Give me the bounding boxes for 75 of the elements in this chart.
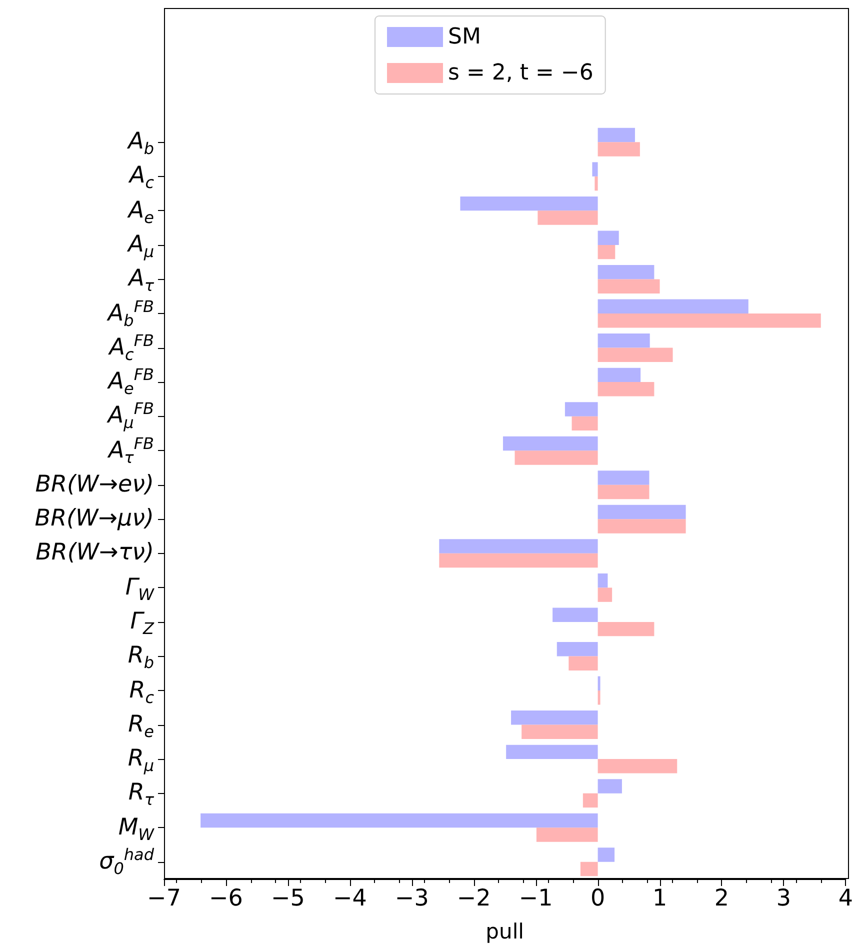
x-tick-label: −5	[270, 886, 305, 912]
y-tick-label: A$_{e}$	[128, 197, 154, 227]
bar	[580, 862, 598, 876]
bar	[522, 724, 598, 739]
y-tick-label: Γ$_{W}$	[125, 574, 154, 604]
bar	[598, 484, 650, 500]
bar	[582, 793, 598, 808]
bar	[598, 504, 686, 520]
bar	[568, 656, 598, 670]
bar	[564, 402, 598, 416]
x-tick-label: −7	[147, 886, 181, 912]
bar	[598, 128, 635, 142]
bar	[598, 588, 612, 602]
x-tick-label: 4	[838, 886, 854, 912]
x-tick-label: −1	[518, 886, 553, 912]
bar	[598, 142, 640, 156]
x-tick-label: −2	[456, 886, 491, 912]
bar	[598, 368, 641, 382]
y-tick-label: Γ$_{Z}$	[130, 608, 154, 638]
bar	[598, 314, 821, 328]
x-tick-label: 1	[652, 886, 668, 912]
bar	[511, 710, 598, 725]
legend-label: s = 2, t = −6	[448, 60, 594, 86]
bar	[502, 436, 598, 451]
bar	[598, 759, 678, 774]
x-tick-label: −6	[209, 886, 243, 912]
bar	[572, 416, 598, 431]
x-tick-label: −3	[394, 886, 429, 912]
bar	[592, 162, 598, 176]
bar	[439, 553, 598, 568]
bar	[598, 690, 600, 705]
x-tick-label: −4	[332, 886, 367, 912]
bar	[200, 813, 598, 828]
bar	[598, 848, 615, 862]
y-tick-label: R$_{c}$	[129, 677, 154, 707]
y-tick-label: A$_{τ}$	[128, 266, 154, 296]
bar	[598, 348, 673, 362]
bar	[598, 265, 654, 280]
y-tick-label: A$_{c}$	[129, 162, 154, 192]
bar	[439, 539, 598, 554]
y-tick-label: R$_{b}$	[128, 642, 154, 672]
bar	[598, 519, 686, 534]
y-tick-label: BR(W→μν)	[34, 506, 154, 532]
x-tick-label: 0	[590, 886, 606, 912]
y-tick-label: BR(W→eν)	[35, 471, 154, 498]
bar	[598, 573, 608, 588]
bar	[460, 196, 598, 211]
y-tick-label: R$_{τ}$	[128, 780, 154, 810]
bar	[598, 382, 654, 396]
y-tick-label: M$_{W}$	[118, 814, 154, 844]
bar	[536, 828, 598, 842]
bar	[538, 210, 598, 225]
bar	[598, 470, 650, 485]
y-tick-label: A$_{μ}$	[128, 231, 154, 262]
bar	[598, 676, 600, 690]
bar	[556, 642, 598, 656]
bar	[598, 244, 616, 260]
bar	[506, 744, 598, 760]
legend-label: SM	[448, 24, 481, 50]
bar	[598, 334, 650, 348]
bar	[598, 622, 654, 636]
bar	[598, 779, 622, 794]
bar	[598, 299, 748, 314]
y-tick-label: R$_{e}$	[128, 711, 154, 741]
bar	[594, 176, 598, 191]
y-tick-label: A$_{b}$	[128, 128, 154, 158]
x-axis-title: pull	[486, 920, 524, 944]
bar	[514, 450, 598, 465]
bar	[552, 608, 598, 622]
bar	[598, 279, 660, 294]
x-tick-label: 3	[776, 886, 792, 912]
y-tick-label: BR(W→τν)	[36, 540, 154, 566]
bar	[598, 230, 619, 245]
x-tick-label: 2	[714, 886, 730, 912]
y-tick-label: R$_{μ}$	[128, 746, 154, 776]
